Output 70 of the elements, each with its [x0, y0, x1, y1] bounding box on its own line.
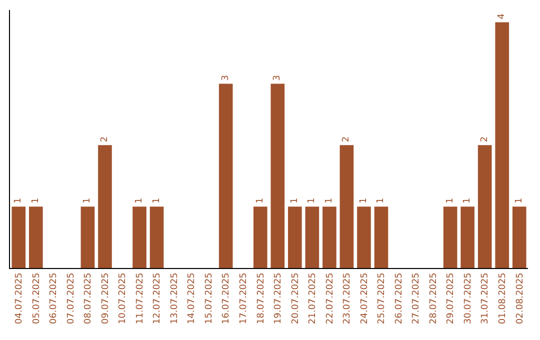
data-label: 1: [307, 198, 318, 204]
data-label: 1: [152, 198, 162, 204]
data-label: 1: [82, 198, 93, 204]
x-tick-label: 11.07.2025: [135, 272, 146, 324]
data-label: 1: [376, 198, 386, 204]
data-label: 2: [480, 136, 490, 142]
x-tick-label: 05.07.2025: [32, 272, 42, 324]
x-tick-label: 14.07.2025: [187, 272, 198, 324]
x-tick-label: 27.07.2025: [412, 272, 422, 324]
x-tick-label: 10.07.2025: [118, 272, 128, 324]
bar: [218, 84, 233, 268]
bar: [98, 145, 112, 268]
data-label: 1: [514, 198, 524, 204]
data-label: 1: [462, 198, 473, 204]
data-label: 1: [324, 198, 334, 204]
x-tick-label: 15.07.2025: [204, 272, 214, 324]
bar: [28, 206, 43, 268]
data-label: 1: [358, 198, 369, 204]
bar: [460, 206, 474, 268]
bar: [288, 206, 302, 268]
x-tick-label: 08.07.2025: [84, 272, 94, 324]
x-tick-label: 23.07.2025: [342, 272, 353, 324]
data-label: 1: [290, 198, 300, 204]
x-tick-label: 22.07.2025: [325, 272, 336, 324]
x-tick-label: 07.07.2025: [66, 272, 76, 324]
x-tick-label: 19.07.2025: [274, 272, 284, 324]
x-tick-label: 04.07.2025: [14, 272, 25, 324]
x-tick-label: 13.07.2025: [170, 272, 180, 324]
data-label: 3: [220, 74, 231, 81]
x-tick-label: 28.07.2025: [428, 272, 439, 324]
bar: [150, 206, 164, 268]
x-tick-label: 16.07.2025: [222, 272, 232, 324]
bar: [512, 206, 526, 268]
data-label: 4: [497, 13, 508, 20]
data-label: 1: [134, 198, 144, 204]
x-tick-label: 01.08.2025: [498, 272, 508, 324]
bar: [495, 22, 510, 268]
data-label: 1: [255, 198, 266, 204]
x-tick-label: 30.07.2025: [463, 272, 474, 324]
x-tick-label: 29.07.2025: [446, 272, 456, 324]
x-tick-label: 20.07.2025: [290, 272, 301, 324]
bar: [132, 206, 146, 268]
x-tick-label: 12.07.2025: [152, 272, 163, 324]
x-tick-label: 26.07.2025: [394, 272, 404, 324]
x-tick-label: 25.07.2025: [377, 272, 388, 324]
bar: [270, 84, 285, 268]
x-tick-label: 18.07.2025: [256, 272, 266, 324]
data-label: 3: [272, 74, 283, 81]
bar: [478, 145, 492, 268]
x-tick-label: 09.07.2025: [100, 272, 111, 324]
data-label: 2: [100, 136, 110, 142]
x-tick-label: 24.07.2025: [360, 272, 370, 324]
x-tick-label: 21.07.2025: [308, 272, 318, 324]
bar: [253, 206, 268, 268]
bar: [340, 145, 354, 268]
x-tick-label: 06.07.2025: [49, 272, 60, 324]
data-label: 1: [445, 198, 456, 204]
bar: [12, 206, 26, 268]
bar: [80, 206, 95, 268]
x-tick-label: 17.07.2025: [239, 272, 250, 324]
x-tick-label: 31.07.2025: [480, 272, 491, 324]
bar: [322, 206, 336, 268]
bar: [374, 206, 388, 268]
bar: [443, 206, 458, 268]
data-label: 2: [342, 136, 352, 142]
bar: [305, 206, 320, 268]
data-label: 1: [30, 198, 41, 204]
x-tick-label: 02.08.2025: [515, 272, 526, 324]
data-label: 1: [14, 198, 24, 204]
bar: [357, 206, 371, 268]
